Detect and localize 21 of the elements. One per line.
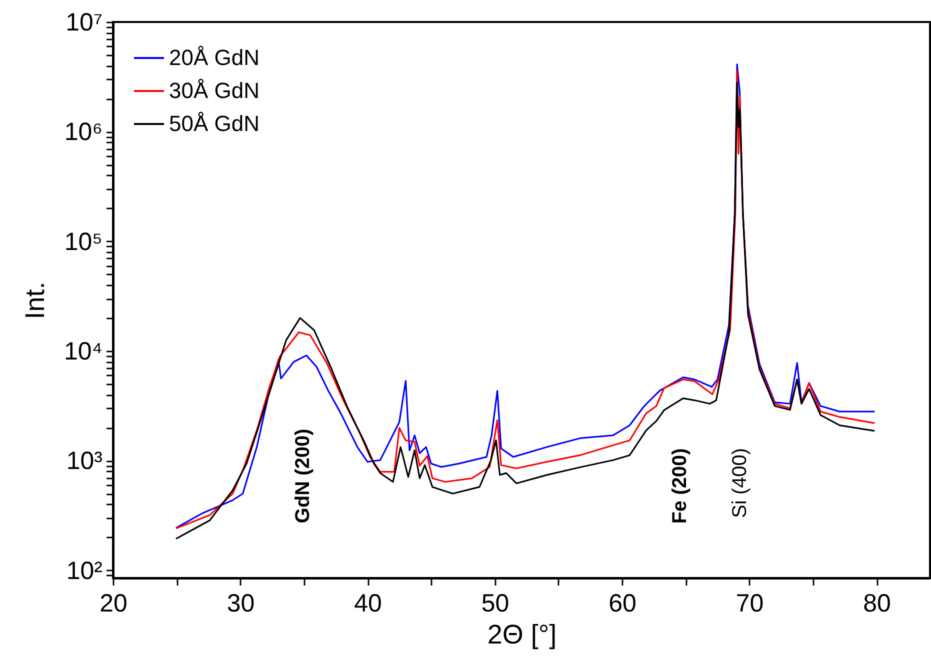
y-tick-label: 10⁷ <box>66 8 102 36</box>
y-axis-title: Int. <box>20 282 50 320</box>
x-tick-label: 70 <box>736 590 764 618</box>
x-tick-label: 20 <box>100 590 128 618</box>
annotation: GdN (200) <box>292 428 314 524</box>
annotation: Si (400) <box>729 448 751 518</box>
y-tick-label: 10⁶ <box>64 118 102 146</box>
x-tick-label: 60 <box>608 590 636 618</box>
x-tick-label: 80 <box>863 590 891 618</box>
x-tick-label: 40 <box>354 590 382 618</box>
x-axis-title: 2Θ [°] <box>487 620 557 650</box>
annotation: Fe (200) <box>669 448 691 524</box>
x-tick-label: 50 <box>481 590 510 618</box>
legend-label: 30Å GdN <box>169 78 260 103</box>
legend-label: 50Å GdN <box>169 111 260 136</box>
y-tick-label: 10⁴ <box>64 337 102 366</box>
y-tick-label: 10² <box>66 556 102 585</box>
legend-label: 20Å GdN <box>169 45 260 70</box>
y-tick-label: 10⁵ <box>64 228 102 256</box>
y-tick-label: 10³ <box>66 447 102 476</box>
x-tick-label: 30 <box>226 590 255 618</box>
